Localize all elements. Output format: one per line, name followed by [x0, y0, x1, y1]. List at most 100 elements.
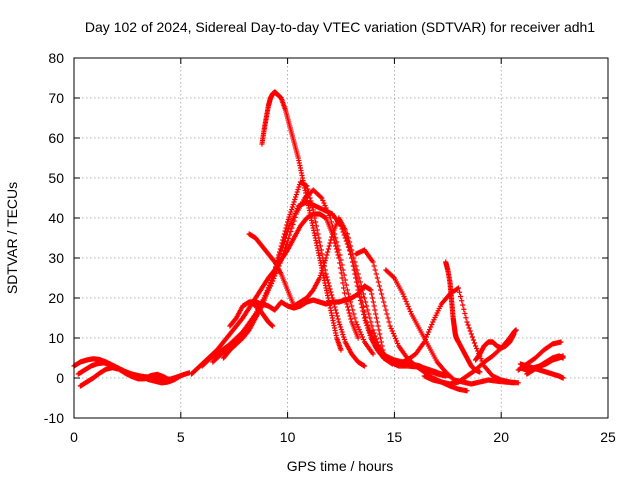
data-point — [285, 229, 291, 235]
data-point — [405, 303, 411, 310]
data-point — [560, 375, 566, 381]
data-point — [364, 322, 370, 329]
data-point — [319, 195, 325, 201]
x-tick-label: 20 — [493, 429, 509, 445]
x-tick-label: 0 — [70, 429, 78, 445]
data-point — [369, 295, 376, 301]
data-point — [265, 287, 271, 293]
data-point — [404, 301, 410, 307]
data-point — [295, 186, 301, 193]
series-arc-j — [248, 299, 276, 329]
data-point — [321, 200, 327, 206]
data-point — [466, 325, 472, 331]
data-point — [356, 275, 362, 281]
y-axis-label: SDTVAR / TECUs — [4, 182, 20, 294]
data-point — [515, 380, 521, 386]
data-point — [477, 369, 483, 375]
data-marks — [71, 89, 566, 394]
data-point — [369, 323, 375, 329]
data-point — [338, 270, 344, 276]
data-point — [356, 326, 362, 333]
data-point — [468, 331, 474, 337]
data-point — [354, 321, 360, 328]
data-point — [372, 307, 378, 313]
data-point — [285, 216, 292, 223]
data-point — [289, 204, 296, 210]
data-point — [275, 255, 281, 261]
data-point — [293, 208, 299, 214]
data-point — [281, 248, 287, 254]
data-point — [340, 280, 346, 286]
data-point — [342, 277, 348, 283]
data-point — [472, 343, 479, 349]
data-point — [355, 324, 361, 330]
data-point — [352, 315, 358, 321]
data-point — [268, 277, 275, 283]
data-point — [320, 197, 326, 204]
x-tick-label: 15 — [387, 429, 403, 445]
data-point — [336, 247, 342, 253]
y-tick-label: 70 — [48, 90, 64, 106]
data-point — [390, 330, 396, 337]
data-point — [350, 307, 356, 313]
data-point — [513, 327, 519, 333]
data-point — [270, 272, 276, 278]
x-axis-label: GPS time / hours — [287, 458, 394, 474]
data-point — [351, 255, 357, 261]
data-point — [355, 271, 361, 277]
data-point — [333, 310, 340, 316]
data-point — [271, 269, 277, 276]
data-point — [333, 307, 339, 313]
data-point — [455, 285, 462, 291]
data-point — [371, 263, 377, 269]
data-point — [346, 239, 353, 245]
data-point — [387, 323, 393, 329]
data-point — [328, 237, 334, 243]
series-arc-c — [77, 365, 173, 389]
data-point — [345, 291, 352, 297]
data-point — [328, 289, 334, 295]
data-point — [391, 333, 397, 339]
data-point — [323, 271, 329, 277]
data-point — [338, 326, 344, 333]
data-point — [385, 315, 391, 321]
data-point — [341, 290, 348, 296]
data-point — [332, 304, 338, 310]
plot-frame — [73, 57, 609, 419]
data-point — [285, 239, 291, 245]
data-point — [280, 237, 286, 243]
series-arc-s — [472, 331, 517, 363]
data-point — [461, 306, 467, 312]
data-point — [460, 302, 466, 308]
data-point — [357, 279, 363, 285]
data-point — [373, 315, 380, 321]
data-point — [471, 340, 478, 346]
data-point — [364, 303, 370, 309]
data-point — [375, 323, 381, 329]
data-point — [324, 274, 330, 280]
data-point — [276, 252, 282, 258]
data-point — [354, 267, 360, 273]
data-point — [344, 287, 351, 293]
data-point — [379, 343, 385, 349]
data-point — [359, 304, 365, 311]
data-point — [309, 201, 315, 207]
data-point — [427, 326, 433, 333]
data-point — [347, 313, 353, 319]
data-point — [327, 286, 333, 292]
data-point — [373, 271, 379, 277]
data-point — [422, 336, 428, 343]
data-point — [328, 219, 334, 225]
data-point — [469, 334, 475, 340]
data-point — [358, 331, 364, 338]
data-point — [356, 290, 362, 297]
data-point — [333, 235, 339, 241]
data-point — [335, 316, 341, 322]
data-point — [353, 319, 359, 325]
data-point — [400, 291, 406, 297]
data-point — [353, 263, 359, 269]
data-point — [288, 209, 294, 215]
data-point — [266, 284, 272, 291]
